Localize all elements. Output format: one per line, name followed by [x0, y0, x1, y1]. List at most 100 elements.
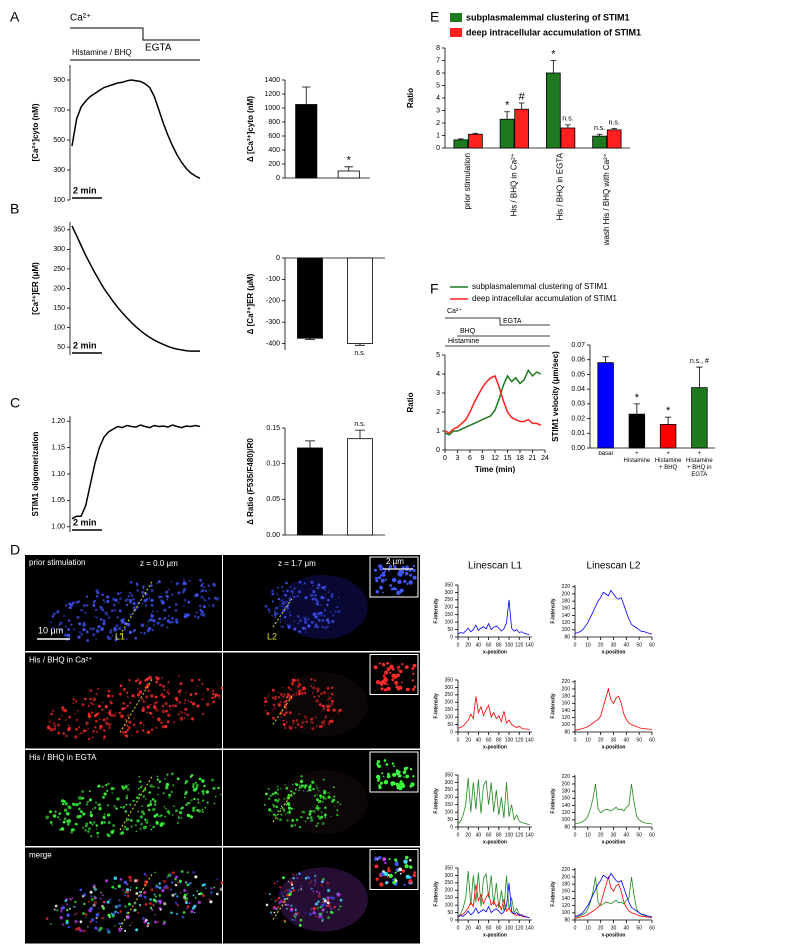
fluorescence-dot: [209, 589, 211, 592]
fluorescence-dot: [374, 666, 377, 669]
y-tick-label: 600: [268, 133, 280, 140]
fluorescence-dot: [279, 818, 282, 822]
y-tick-label: 300: [53, 246, 65, 253]
fluorescence-dot: [274, 616, 277, 619]
fluorescence-dot: [380, 781, 383, 785]
fluorescence-dot: [145, 874, 148, 877]
data-line: [457, 870, 530, 919]
fluorescence-dot: [83, 902, 86, 906]
fluorescence-dot: [140, 822, 143, 826]
fluorescence-dot: [326, 687, 330, 690]
bar: [453, 139, 469, 149]
x-axis-label: x-position: [602, 839, 626, 845]
fluorescence-dot: [331, 620, 335, 623]
fluorescence-dot: [51, 627, 54, 630]
fluorescence-dot: [286, 892, 289, 895]
fluorescence-dot: [197, 801, 200, 804]
fluorescence-dot: [164, 701, 168, 706]
y-tick-label: 200: [445, 700, 454, 706]
fluorescence-dot: [291, 678, 295, 682]
fluorescence-dot: [292, 591, 295, 593]
fluorescence-dot: [72, 702, 75, 704]
fluorescence-dot: [286, 722, 288, 724]
fluorescence-dot: [83, 730, 86, 733]
y-tick-label: -200: [266, 298, 280, 305]
fluorescence-dot: [74, 900, 77, 904]
bar: [628, 413, 646, 449]
y-tick-label: 100: [445, 619, 454, 625]
fluorescence-dot: [412, 873, 416, 878]
fluorescence-dot: [169, 873, 172, 877]
fluorescence-dot: [382, 857, 387, 862]
fluorescence-dot: [53, 725, 57, 728]
fluorescence-dot: [385, 578, 388, 581]
y-tick-label: 0.15: [266, 425, 280, 432]
fluorescence-dot: [284, 903, 287, 906]
fluorescence-dot: [285, 721, 288, 723]
fluorescence-dot: [327, 795, 331, 799]
y-tick-label: 120: [562, 715, 571, 721]
fluorescence-dot: [271, 615, 274, 617]
fluorescence-dot: [142, 795, 145, 798]
fluorescence-dot: [277, 586, 279, 589]
fluorescence-dot: [76, 709, 79, 712]
y-tick-label: 0: [450, 634, 453, 640]
x-tick-label: 0: [574, 737, 577, 743]
fluorescence-dot: [84, 829, 87, 832]
fluorescence-dot: [117, 911, 120, 914]
fluorescence-dot: [95, 916, 98, 920]
fluorescence-dot: [154, 871, 156, 874]
y-tick-label: 50: [447, 817, 453, 823]
y-tick-label: 1.05: [51, 497, 65, 504]
fluorescence-dot: [154, 695, 158, 699]
fluorescence-dot: [92, 601, 95, 604]
y-tick-label: -100: [266, 276, 280, 283]
fluorescence-dot: [397, 668, 400, 671]
y-tick-label: 200: [445, 795, 454, 801]
fluorescence-dot: [274, 696, 278, 701]
fluorescence-dot: [150, 614, 154, 618]
y-axis-label: Ratio: [406, 392, 415, 412]
fluorescence-dot: [118, 626, 122, 630]
row-label: His / BHQ in EGTA: [29, 753, 97, 762]
fluorescence-dot: [93, 599, 96, 603]
fluorescence-dot: [92, 604, 96, 607]
fluorescence-dot: [220, 793, 223, 796]
fluorescence-dot: [142, 585, 145, 588]
fluorescence-dot: [309, 593, 313, 597]
y-tick-label: 100: [562, 627, 571, 633]
fluorescence-dot: [322, 797, 325, 800]
fluorescence-dot: [281, 585, 284, 588]
fluorescence-dot: [167, 713, 171, 717]
fluorescence-dot: [286, 811, 289, 814]
fluorescence-dot: [170, 911, 173, 914]
fluorescence-dot: [150, 598, 154, 603]
fluorescence-dot: [114, 910, 117, 913]
fluorescence-dot: [87, 737, 91, 741]
fluorescence-dot: [319, 611, 323, 615]
fluorescence-dot: [294, 909, 297, 912]
fluorescence-dot: [210, 891, 213, 894]
protocol-label: Histamine: [448, 338, 479, 345]
fluorescence-dot: [281, 605, 283, 608]
y-tick-label: 1.15: [51, 444, 65, 451]
fluorescence-dot: [277, 793, 279, 796]
fluorescence-dot: [291, 819, 295, 822]
fluorescence-dot: [130, 593, 133, 595]
x-tick-label: 0: [443, 455, 447, 462]
fluorescence-dot: [161, 595, 164, 598]
fluorescence-dot: [154, 913, 157, 916]
y-tick-label: 220: [562, 679, 571, 685]
fluorescence-dot: [104, 879, 109, 883]
fluorescence-dot: [163, 695, 166, 698]
fluorescence-dot: [68, 716, 71, 719]
fluorescence-dot: [384, 861, 387, 865]
fluorescence-dot: [290, 807, 294, 810]
y-tick-label: 900: [53, 77, 65, 84]
x-tick-label: 60: [649, 642, 655, 648]
fluorescence-dot: [275, 898, 278, 902]
fluorescence-dot: [155, 676, 158, 679]
fluorescence-dot: [99, 606, 104, 610]
fluorescence-dot: [92, 697, 96, 702]
fluorescence-dot: [307, 876, 311, 880]
